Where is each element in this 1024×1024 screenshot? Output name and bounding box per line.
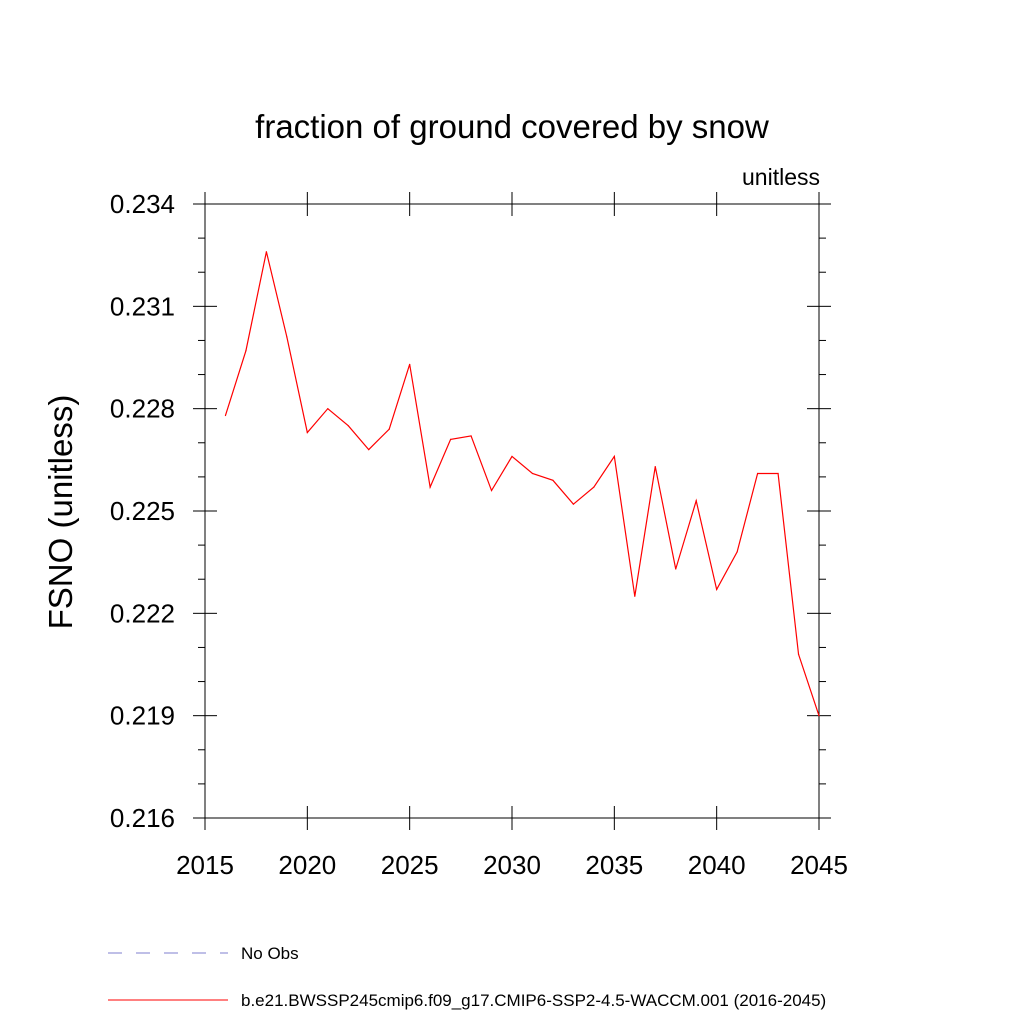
data-point: [224, 414, 227, 417]
y-tick-label: 0.231: [110, 291, 175, 321]
data-point: [531, 472, 534, 475]
x-tick-label: 2025: [381, 850, 439, 880]
legend: No Obs b.e21.BWSSP245cmip6.f09_g17.CMIP6-…: [108, 944, 826, 1010]
y-tick-label: 0.234: [110, 189, 175, 219]
data-point: [818, 715, 820, 717]
data-point: [572, 503, 575, 505]
data-point: [245, 350, 247, 352]
x-tick-label: 2040: [688, 850, 746, 880]
y-tick-label: 0.219: [110, 701, 175, 731]
data-point: [675, 568, 677, 570]
data-point: [286, 336, 288, 338]
y-tick-label: 0.222: [110, 598, 175, 628]
data-point: [327, 408, 329, 410]
data-point: [470, 435, 472, 437]
data-point: [306, 431, 308, 434]
y-tick-label: 0.228: [110, 394, 175, 424]
x-tick-label: 2015: [176, 850, 234, 880]
data-point: [490, 489, 493, 492]
legend-label: b.e21.BWSSP245cmip6.f09_g17.CMIP6-SSP2-4…: [241, 991, 826, 1010]
data-point: [634, 595, 636, 597]
data-point: [736, 551, 738, 553]
axis-ticks: 2015 2020 2025 2030 2035 2040 2045 0.216 0.219 0.…: [110, 189, 848, 880]
y-axis-label: FSNO (unitless): [42, 395, 79, 630]
x-tick-label: 2030: [483, 850, 541, 880]
y-tick-label: 0.216: [110, 803, 175, 833]
data-point: [613, 455, 615, 458]
data-point: [552, 479, 554, 481]
data-point: [757, 472, 759, 475]
data-point: [388, 428, 390, 430]
data-point: [429, 486, 431, 488]
chart-units-label: unitless: [742, 164, 820, 190]
data-point: [654, 466, 656, 468]
x-tick-label: 2045: [790, 850, 848, 880]
data-point: [265, 251, 267, 253]
x-tick-label: 2035: [585, 850, 643, 880]
data-point: [347, 425, 349, 427]
data-point: [593, 486, 595, 488]
y-tick-label: 0.225: [110, 496, 175, 526]
x-tick-label: 2020: [278, 850, 336, 880]
data-point: [777, 472, 779, 475]
plot-frame: [204, 203, 820, 819]
series-layer: [224, 251, 820, 717]
legend-label: No Obs: [241, 944, 299, 963]
data-point: [797, 653, 800, 655]
data-point: [511, 455, 513, 458]
data-point: [368, 449, 370, 451]
data-point: [409, 363, 411, 365]
data-point: [716, 588, 718, 591]
data-point: [450, 438, 452, 440]
data-point: [695, 500, 697, 502]
chart-title: fraction of ground covered by snow: [255, 108, 769, 145]
series-line: [224, 251, 820, 716]
